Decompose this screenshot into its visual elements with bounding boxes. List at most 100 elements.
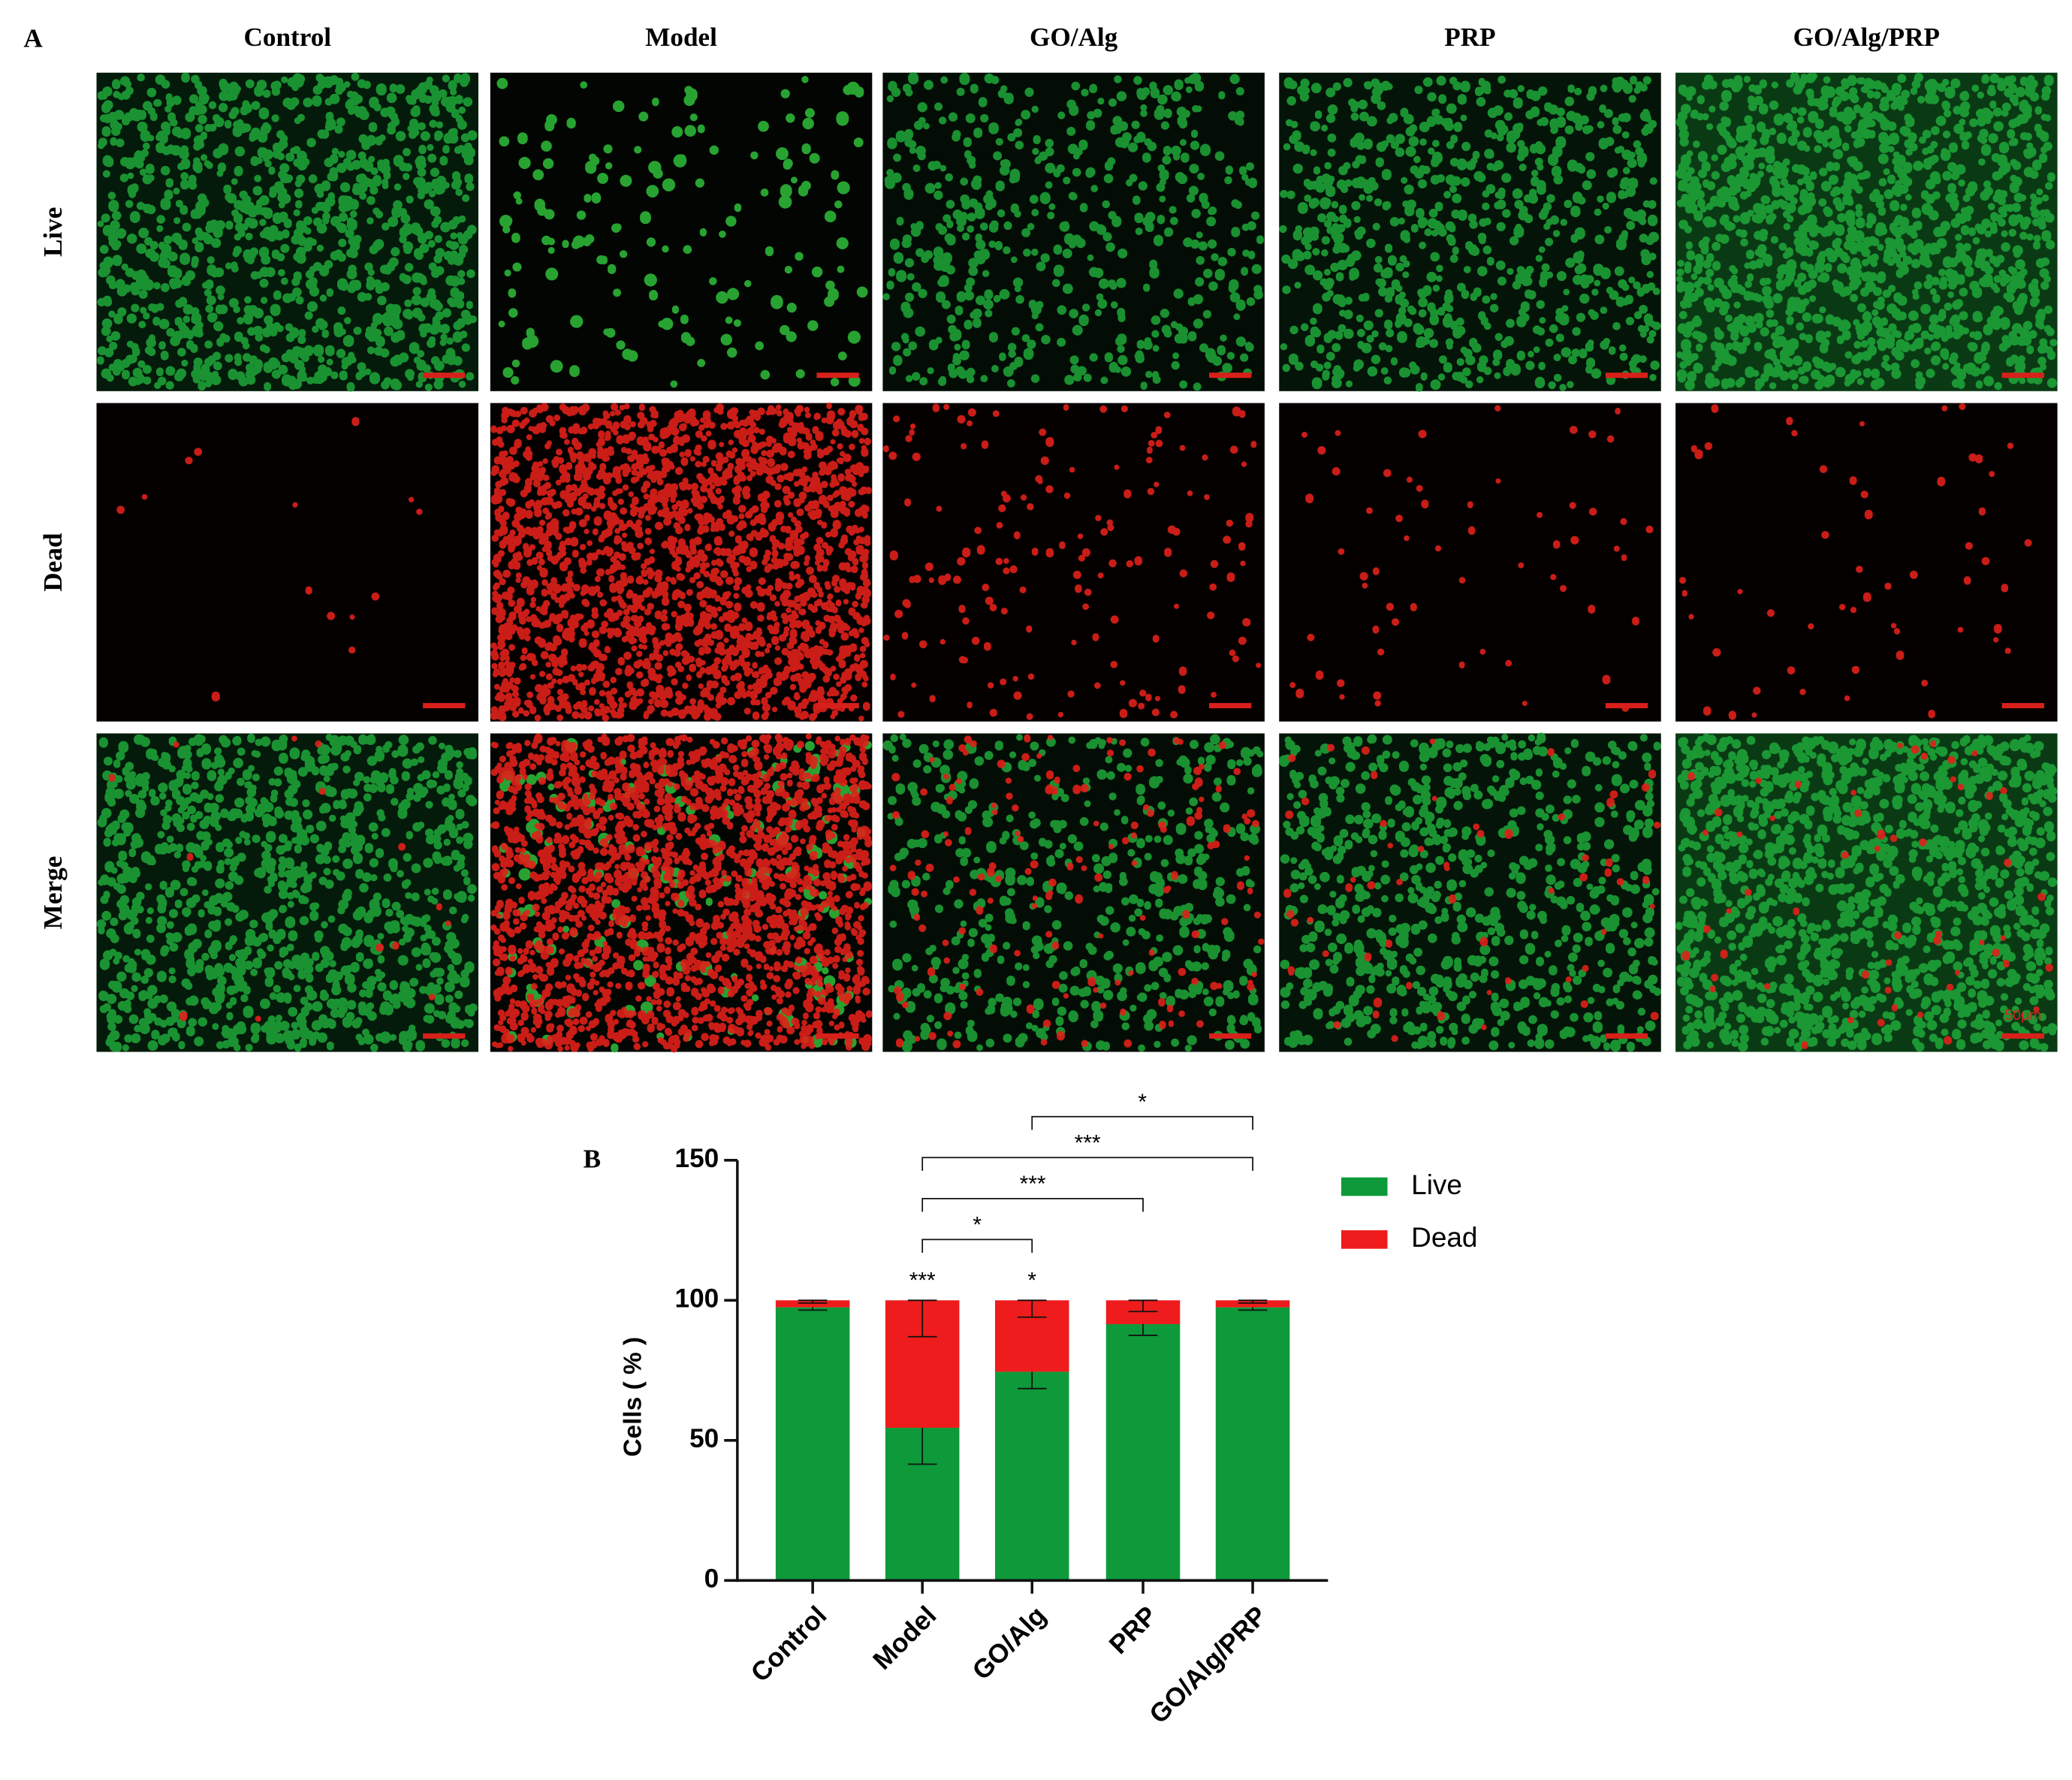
scale-bar: [2001, 703, 2044, 709]
x-tick-label: PRP: [1104, 1600, 1163, 1660]
scale-bar: [2001, 373, 2044, 379]
dead-cells: [490, 402, 872, 722]
column-title: GO/Alg: [1030, 23, 1118, 52]
comparison-label: ***: [1020, 1172, 1046, 1196]
comparison-bracket: *: [1031, 1090, 1253, 1130]
legend-label: Dead: [1411, 1222, 1477, 1253]
micrograph: [1279, 732, 1661, 1052]
micrograph: [490, 733, 873, 1053]
micrograph: [96, 733, 479, 1052]
bracket: [1031, 1115, 1253, 1130]
error-bar: [798, 1299, 828, 1304]
micrograph: [96, 403, 479, 722]
comparison-bracket: ***: [921, 1172, 1144, 1212]
micrograph: [1279, 403, 1661, 722]
micrograph-background: [882, 403, 1265, 722]
micrograph: [1675, 733, 2058, 1052]
row-title: Live: [38, 207, 68, 257]
comparison-label: *: [973, 1213, 982, 1238]
dead-cells: [490, 733, 873, 1053]
micrograph: [882, 733, 1265, 1052]
bracket: [921, 1197, 1144, 1212]
micrograph-background: [96, 403, 479, 722]
live-cells: [882, 72, 1264, 391]
bar-segment: [775, 1300, 850, 1308]
error-bar: [1128, 1299, 1158, 1313]
column-title: Model: [645, 23, 717, 52]
scale-bar: [816, 1033, 859, 1039]
y-axis-label: Cells ( % ): [619, 1337, 647, 1457]
y-tick-label: 0: [704, 1564, 719, 1594]
x-tick-label: GO/Alg/PRP: [1144, 1600, 1272, 1729]
panel-label: B: [584, 1145, 601, 1174]
panel-label: A: [23, 24, 43, 53]
scale-bar-label: 50μm: [2004, 1007, 2041, 1024]
bar-segment: [1105, 1324, 1181, 1581]
comparison-bracket: *: [921, 1213, 1033, 1253]
scale-bar: [816, 703, 859, 709]
error-bar: [1238, 1299, 1268, 1304]
scale-bar: [1605, 703, 1648, 709]
micrograph: [490, 72, 873, 391]
scale-bar: [2001, 1033, 2044, 1039]
micrograph: [882, 403, 1265, 722]
dead-cells: [1681, 740, 2053, 1049]
error-bar: [1017, 1299, 1047, 1318]
y-tick-label: 100: [675, 1284, 719, 1314]
scale-bar: [423, 373, 466, 379]
x-tick-label: GO/Alg: [967, 1600, 1051, 1685]
bar-segment: [775, 1307, 850, 1581]
live-cells: [96, 733, 478, 1052]
live-cells: [1675, 733, 2058, 1052]
column-title: Control: [243, 23, 331, 52]
comparison-bracket: ***: [921, 1131, 1253, 1171]
significance-label: ***: [909, 1269, 936, 1293]
live-cells: [882, 733, 1264, 1052]
scale-bar: [1208, 1033, 1252, 1039]
scale-bar: [1208, 703, 1252, 709]
y-tick-label: 50: [689, 1424, 719, 1453]
scale-bar: [423, 1033, 466, 1039]
bar-segment: [1215, 1300, 1290, 1308]
dead-cells: [883, 403, 1262, 720]
y-tick-label: 150: [675, 1144, 719, 1173]
live-cells: [1279, 732, 1661, 1052]
live-cells: [1675, 72, 2058, 391]
bar-segment: [1215, 1307, 1290, 1581]
scale-bar: [1605, 1033, 1648, 1039]
column-title: GO/Alg/PRP: [1793, 23, 1940, 52]
bar-segment: [994, 1371, 1069, 1581]
micrograph-background: [1675, 403, 2058, 722]
comparison-label: ***: [1075, 1131, 1101, 1156]
bracket: [921, 1157, 1253, 1171]
micrograph: [96, 72, 479, 392]
scale-bar: [1208, 373, 1252, 379]
column-title: PRP: [1444, 23, 1495, 52]
live-cells: [1279, 75, 1661, 392]
micrograph: [882, 72, 1265, 391]
significance-label: *: [1027, 1269, 1036, 1293]
scale-bar: [816, 373, 859, 379]
legend-swatch: [1341, 1177, 1388, 1196]
row-title: Dead: [38, 532, 68, 592]
bracket: [921, 1238, 1033, 1253]
micrograph: [1675, 403, 2058, 722]
x-tick-label: Control: [745, 1600, 832, 1688]
error-bar: [907, 1299, 937, 1338]
comparison-label: *: [1138, 1090, 1147, 1115]
x-tick-label: Model: [867, 1600, 942, 1675]
legend-swatch: [1341, 1230, 1388, 1249]
micrograph: [1675, 72, 2058, 391]
scale-bar: [423, 703, 466, 709]
scale-bar: [1605, 373, 1648, 379]
micrograph: [490, 402, 873, 722]
row-title: Merge: [38, 856, 68, 930]
dead-cells: [1679, 403, 2032, 720]
live-cells: [496, 738, 872, 1053]
micrograph: [1279, 72, 1661, 392]
micrograph-background: [1279, 403, 1661, 722]
legend-label: Live: [1411, 1169, 1462, 1200]
live-cells: [97, 72, 478, 392]
